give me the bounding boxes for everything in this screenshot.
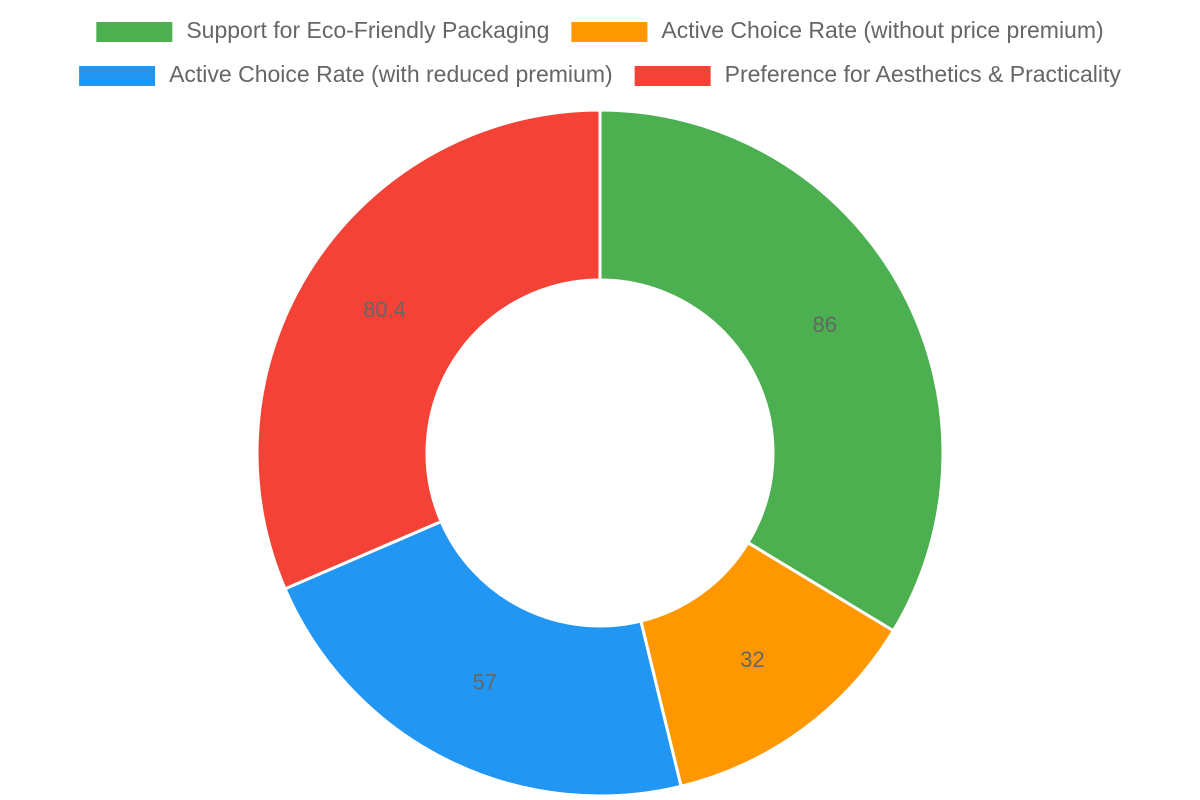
donut-slice [283, 519, 683, 798]
donut-slice [639, 540, 896, 789]
legend-label: Preference for Aesthetics & Practicality [725, 61, 1122, 87]
donut-slice [598, 108, 945, 633]
legend-swatch [96, 22, 173, 42]
legend-swatch [634, 66, 711, 86]
legend-label: Active Choice Rate (without price premiu… [661, 17, 1103, 43]
legend-label: Support for Eco-Friendly Packaging [186, 17, 549, 43]
legend-swatch [571, 22, 648, 42]
donut-slice [255, 108, 602, 591]
data-label: 32 [740, 647, 764, 672]
data-label: 57 [473, 670, 497, 695]
data-label: 80.4 [363, 297, 406, 322]
legend-swatch [79, 66, 156, 86]
data-label: 86 [813, 312, 837, 337]
legend-label: Active Choice Rate (with reduced premium… [169, 61, 613, 87]
